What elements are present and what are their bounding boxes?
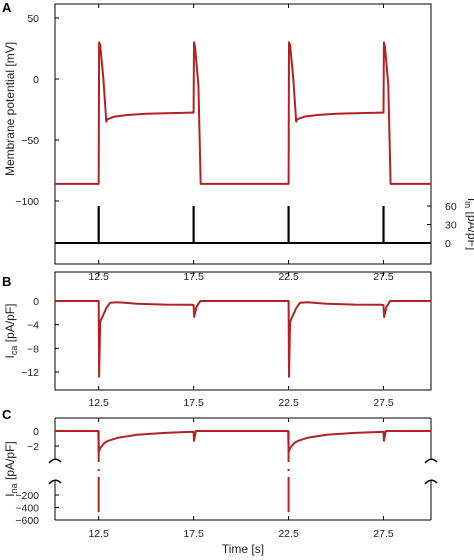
panel-b-letter: B: [2, 274, 11, 289]
panel-b-y-ticks: 0 −4 −8 −12: [21, 296, 59, 379]
panel-c-upper-y-tick-label: −2: [27, 441, 39, 453]
panel-c: C 0 −2 −200−400−600 12.5 17.5 22.5 27.5 Ina […: [2, 407, 438, 556]
panel-c-break-mark-right-lower: [424, 479, 438, 485]
panel-b-y-tick-label: −4: [27, 320, 39, 332]
panel-a-stimulus-y-tick-label: 0: [445, 238, 451, 250]
panel-c-x-axis-label: Time [s]: [222, 542, 264, 556]
panel-a-stimulus-label-sub: in: [463, 201, 473, 208]
panel-c-break-mark-left-upper: [48, 458, 62, 464]
panel-c-y-ticks: 0 −2 −200−400−600: [15, 426, 59, 527]
panel-c-sodium-spikes: [97, 431, 290, 513]
panel-c-label-sub: na: [9, 483, 19, 493]
panel-a-x-tick-label: 22.5: [278, 271, 299, 283]
panel-b-calcium-current-line: [55, 300, 431, 378]
panel-c-lower-y-tick-label: −400: [15, 503, 39, 515]
panel-a-stimulus-y-tick-label: 60: [445, 201, 457, 213]
panel-a-stimulus-axis-label: Iin [pA/pF]: [463, 198, 474, 250]
panel-b-label-main: I: [3, 355, 17, 358]
panel-a-x-ticks: 12.5 17.5 22.5 27.5: [88, 4, 394, 283]
panel-a-letter: A: [2, 0, 12, 15]
panel-c-lower-y-tick-label: −200: [15, 490, 39, 502]
panel-b-x-tick-label: 27.5: [373, 397, 394, 409]
panel-b-x-tick-label: 22.5: [278, 397, 299, 409]
panel-b-x-tick-label: 17.5: [183, 397, 204, 409]
panel-a-stimulus-pulses: [97, 206, 385, 243]
panel-a-x-tick-label: 27.5: [373, 271, 394, 283]
panel-a-stimulus-y-tick-label: 30: [445, 220, 457, 232]
panel-b-frame: [54, 271, 432, 391]
panel-a-stimulus-label-main: I: [465, 198, 474, 201]
panel-a-y-tick-label: −100: [15, 196, 39, 208]
panel-b-y-tick-label: 0: [33, 296, 39, 308]
panel-c-break-mark-left-lower: [48, 479, 62, 485]
panel-c-x-tick-label: 22.5: [278, 528, 299, 540]
panel-c-label-unit: [pA/pF]: [3, 441, 17, 483]
panel-c-y-axis-label: Ina [pA/pF]: [3, 441, 19, 496]
panel-b-label-sub: ca: [9, 346, 19, 356]
panel-a-x-tick-label: 12.5: [88, 271, 109, 283]
panel-c-x-tick-label: 27.5: [373, 528, 394, 540]
panel-c-upper-y-tick-label: 0: [33, 426, 39, 438]
panel-a-y-tick-label: 0: [33, 74, 39, 86]
panel-b-x-tick-label: 12.5: [88, 397, 109, 409]
panel-c-lower-y-tick-label: −600: [15, 515, 39, 527]
panel-a-frame: [54, 3, 432, 265]
panel-a-y-axis-label: Membrane potential [mV]: [3, 42, 17, 176]
panel-c-x-tick-label: 12.5: [88, 528, 109, 540]
panel-b-y-axis-label: Ica [pA/pF]: [3, 304, 19, 359]
panel-a-x-tick-label: 17.5: [183, 271, 204, 283]
panel-a: A 50 0 −50 −100 60 30 0 12.5 17.5 22.5 27.5 Memb…: [2, 0, 474, 283]
panel-a-stimulus-ticks: 60 30 0: [427, 201, 457, 250]
panel-b-y-tick-label: −12: [21, 367, 39, 379]
panel-c-x-ticks: 12.5 17.5 22.5 27.5: [88, 418, 394, 540]
panel-a-y-tick-label: −50: [21, 135, 39, 147]
panel-b: B 0 −4 −8 −12 12.5 17.5 22.5 27.5 Ica [pA/pF]: [2, 271, 432, 409]
panel-c-break-mark-right-upper: [424, 458, 438, 464]
panel-b-y-tick-label: −8: [27, 343, 39, 355]
panel-b-x-ticks: 12.5 17.5 22.5 27.5: [88, 272, 394, 409]
panel-c-x-tick-label: 17.5: [183, 528, 204, 540]
panel-a-y-ticks: 50 0 −50 −100: [15, 13, 59, 208]
panel-a-y-tick-label: 50: [27, 13, 39, 25]
panel-c-sodium-current-line: [55, 430, 431, 453]
panel-a-membrane-potential-line: [55, 41, 431, 185]
panel-a-stimulus-label-unit: [pA/pF]: [465, 208, 474, 250]
panel-c-label-main: I: [3, 493, 17, 496]
panel-c-letter: C: [2, 407, 12, 422]
panel-b-label-unit: [pA/pF]: [3, 304, 17, 346]
